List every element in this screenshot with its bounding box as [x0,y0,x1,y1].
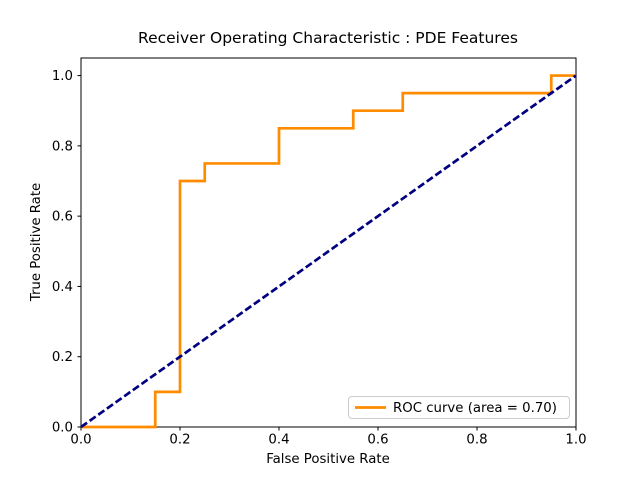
y-tick-label: 0.6 [52,210,73,225]
y-tick-label: 0.8 [52,139,73,154]
x-tick-label: 0.2 [169,433,190,448]
chance-diagonal-line [80,74,577,429]
x-axis-ticks: 0.0 0.2 0.4 0.6 0.8 1.0 [70,427,587,448]
x-tick-label: 0.6 [367,433,388,448]
plot-frame [80,57,577,428]
x-tick-label: 0.0 [70,433,91,448]
x-tick-label: 0.8 [466,433,487,448]
legend-box [348,396,570,419]
chart-title: Receiver Operating Characteristic : PDE … [138,29,518,47]
y-tick-label: 1.0 [52,69,73,84]
data-series-group [80,74,577,429]
y-tick-label: 0.0 [52,421,73,436]
legend-label: ROC curve (area = 0.70) [393,401,557,416]
x-tick-label: 1.0 [565,433,586,448]
y-tick-label: 0.4 [52,280,73,295]
y-axis-ticks: 0.0 0.2 0.4 0.6 0.8 1.0 [52,69,81,436]
y-tick-label: 0.2 [52,350,73,365]
x-axis-label: False Positive Rate [266,452,390,467]
roc-curve-line [81,74,576,429]
legend: ROC curve (area = 0.70) [348,396,570,419]
y-axis-label: True Positive Rate [29,183,44,302]
x-tick-label: 0.4 [268,433,289,448]
